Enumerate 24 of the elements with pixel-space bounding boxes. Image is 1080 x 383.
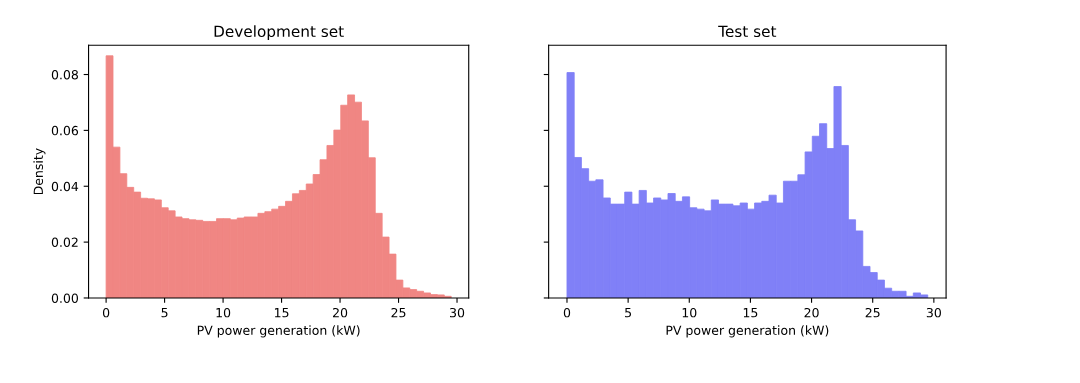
chart-title: Development set: [214, 25, 344, 41]
x-axis-title: PV power generation (kW): [666, 325, 829, 338]
x-tick-label: 30: [926, 307, 941, 318]
chart-title: Test set: [718, 25, 777, 38]
x-tick-label: 15: [743, 308, 758, 318]
x-tick-label: 5: [161, 308, 168, 318]
y-tick-label: 0.02: [51, 237, 78, 248]
x-tick-label: 10: [216, 307, 231, 318]
y-tick-label: 0.08: [51, 69, 78, 80]
x-tick-label: 0: [563, 307, 571, 318]
x-tick-label: 25: [391, 307, 406, 318]
x-tick-label: 15: [274, 308, 289, 318]
y-tick-label: 0.04: [51, 181, 79, 192]
x-axis-title: PV power generation (kW): [197, 325, 360, 338]
y-tick-label: 0.00: [51, 293, 79, 303]
y-tick-label: 0.06: [51, 125, 79, 136]
x-tick-label: 25: [865, 307, 880, 318]
x-tick-label: 10: [682, 307, 697, 318]
x-tick-label: 0: [102, 307, 110, 318]
x-tick-label: 30: [450, 307, 465, 318]
x-tick-label: 20: [333, 307, 348, 318]
x-tick-label: 20: [804, 307, 819, 318]
y-axis-title: Density: [33, 148, 46, 195]
x-tick-label: 5: [625, 308, 632, 318]
